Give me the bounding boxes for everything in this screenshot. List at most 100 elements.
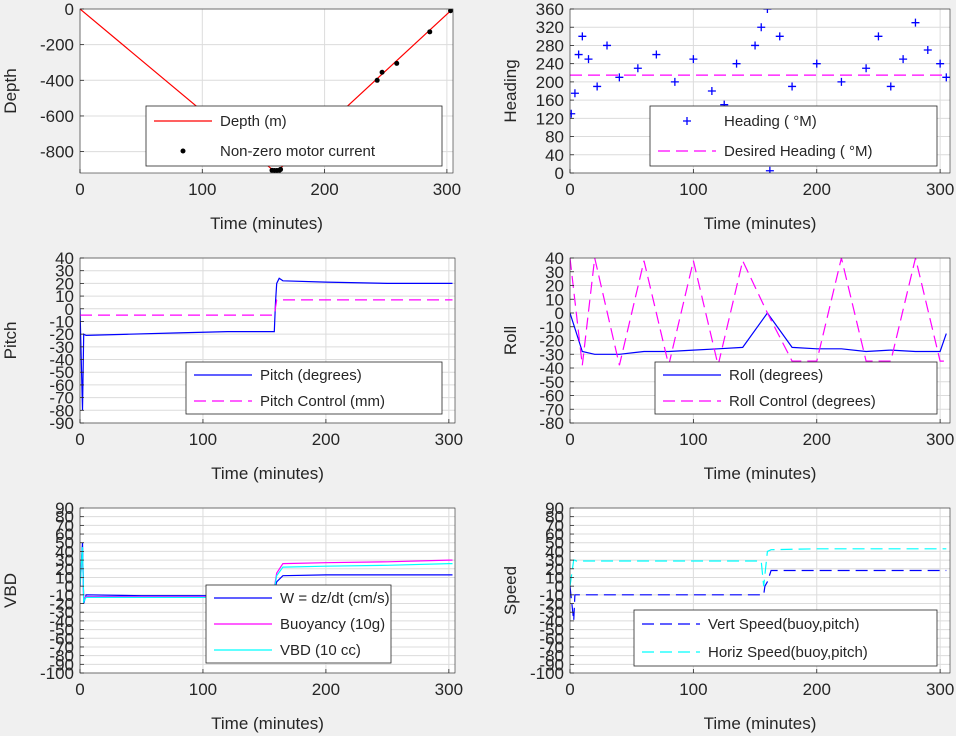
depth-series-1-point xyxy=(427,29,433,35)
y-tick-label: -40 xyxy=(539,359,564,378)
legend: Heading ( °M) Desired Heading ( °M) xyxy=(649,105,938,167)
legend-label: Buoyancy (10g) xyxy=(280,616,385,633)
heading-series-0-point xyxy=(911,18,920,27)
y-tick-label: 30 xyxy=(545,551,564,570)
x-tick-label: 300 xyxy=(433,180,461,199)
legend-label: W = dz/dt (cm/s) xyxy=(280,590,390,607)
axes-box xyxy=(79,8,454,174)
subplot-heading: 0 100 200 30004080120160200240280320360Time… xyxy=(501,0,954,233)
y-tick-label: 280 xyxy=(536,36,564,55)
x-axis-label: Time (minutes) xyxy=(704,214,817,233)
x-tick-label: 300 xyxy=(435,430,463,449)
heading-series-0-point xyxy=(574,50,583,59)
axes-box xyxy=(79,507,456,674)
heading-series-0-point xyxy=(615,73,624,82)
y-tick-label: 30 xyxy=(545,263,564,282)
y-tick-label: -50 xyxy=(49,621,74,640)
y-tick-label: 40 xyxy=(545,146,564,165)
legend-label: Pitch (degrees) xyxy=(260,367,362,384)
depth-series-1-point xyxy=(394,60,400,66)
y-tick-label: 0 xyxy=(65,577,74,596)
y-tick-label: 200 xyxy=(536,73,564,92)
heading-series-0-point xyxy=(886,82,895,91)
y-tick-label: 10 xyxy=(545,568,564,587)
series-group xyxy=(80,9,453,173)
y-tick-label: -80 xyxy=(49,647,74,666)
legend-label: Horiz Speed(buoy,pitch) xyxy=(708,644,868,661)
depth-series-1-point xyxy=(278,166,284,172)
subplot-depth: 0 100 200 300 0 -200 -400 -600 -800 Time (minutes… xyxy=(1,0,461,233)
series-group xyxy=(570,548,947,621)
y-tick-label: -90 xyxy=(49,414,74,433)
y-tick-label: -10 xyxy=(49,312,74,331)
heading-series-0-point xyxy=(788,82,797,91)
heading-series-0-point xyxy=(707,87,716,95)
heading-series-0-point xyxy=(732,59,741,68)
x-tick-label: 200 xyxy=(312,680,340,699)
legend-label: Roll Control (degrees) xyxy=(729,393,876,410)
y-tick-label: -20 xyxy=(49,325,74,344)
heading-series-0-point xyxy=(765,166,774,173)
legend-label: Non-zero motor current xyxy=(220,143,376,160)
y-tick-label: 20 xyxy=(55,274,74,293)
x-tick-label: 100 xyxy=(679,180,707,199)
legend-marker xyxy=(683,117,691,125)
y-tick-label: -40 xyxy=(539,612,564,631)
y-tick-label: 60 xyxy=(545,525,564,544)
y-tick-label: -50 xyxy=(49,363,74,382)
heading-series-0-point xyxy=(936,59,945,68)
y-tick-label: -20 xyxy=(539,332,564,351)
series-group xyxy=(570,9,950,173)
legend: Pitch (degrees) Pitch Control (mm) xyxy=(185,361,443,415)
y-tick-label: 0 xyxy=(65,0,74,19)
heading-series-0-point xyxy=(812,59,821,68)
y-tick-label: -10 xyxy=(539,318,564,337)
y-tick-label: 30 xyxy=(55,551,74,570)
x-tick-label: 300 xyxy=(435,680,463,699)
y-tick-label: 90 xyxy=(545,499,564,518)
legend-label: Vert Speed(buoy,pitch) xyxy=(708,616,859,633)
y-tick-label: 50 xyxy=(545,534,564,553)
x-tick-label: 200 xyxy=(803,680,831,699)
depth-series-1-point xyxy=(374,77,380,83)
legend-box xyxy=(145,105,443,167)
y-tick-label: -50 xyxy=(539,621,564,640)
y-tick-label: -80 xyxy=(539,647,564,666)
y-tick-label: -60 xyxy=(539,387,564,406)
y-tick-label: -400 xyxy=(40,71,74,90)
speed-series-1-line xyxy=(570,548,947,587)
y-tick-label: 30 xyxy=(55,262,74,281)
y-axis-label: Roll xyxy=(501,326,520,355)
heading-series-0-point xyxy=(757,23,766,32)
y-tick-label: 0 xyxy=(555,577,564,596)
heading-series-0-point xyxy=(593,82,602,91)
heading-series-0-point xyxy=(874,32,883,41)
legend-box xyxy=(649,105,938,167)
y-axis-label: Pitch xyxy=(1,322,20,360)
speed-series-0-line xyxy=(570,569,947,621)
legend-label: Desired Heading ( °M) xyxy=(724,143,873,160)
y-tick-label: -30 xyxy=(539,345,564,364)
subplot-roll: 0 100 200 300403020100-10-20-30-40-50-60-70… xyxy=(501,249,954,483)
y-tick-label: -90 xyxy=(539,655,564,674)
heading-series-0-point xyxy=(670,77,679,86)
heading-series-0-point xyxy=(862,64,871,73)
y-tick-label: 120 xyxy=(536,109,564,128)
pitch-series-1-line xyxy=(80,299,453,316)
x-tick-label: 200 xyxy=(312,430,340,449)
subplot-vbd: 0 100 200 3009080706050403020100-10-20-30-4… xyxy=(1,499,463,733)
y-tick-label: 160 xyxy=(536,91,564,110)
heading-series-0-point xyxy=(633,64,642,73)
legend: W = dz/dt (cm/s) Buoyancy (10g) VBD (10 cc… xyxy=(205,584,392,664)
y-tick-label: 60 xyxy=(55,525,74,544)
y-tick-label: -20 xyxy=(539,595,564,614)
x-axis-label: Time (minutes) xyxy=(211,714,324,733)
heading-series-0-point xyxy=(584,55,593,64)
y-tick-label: 10 xyxy=(55,287,74,306)
heading-series-0-point xyxy=(899,55,908,64)
series-group xyxy=(570,258,947,366)
subplot-pitch: 0 100 200 300403020100-10-20-30-40-50-60-70… xyxy=(1,249,463,483)
heading-series-0-point xyxy=(751,41,760,50)
y-tick-label: -90 xyxy=(49,655,74,674)
